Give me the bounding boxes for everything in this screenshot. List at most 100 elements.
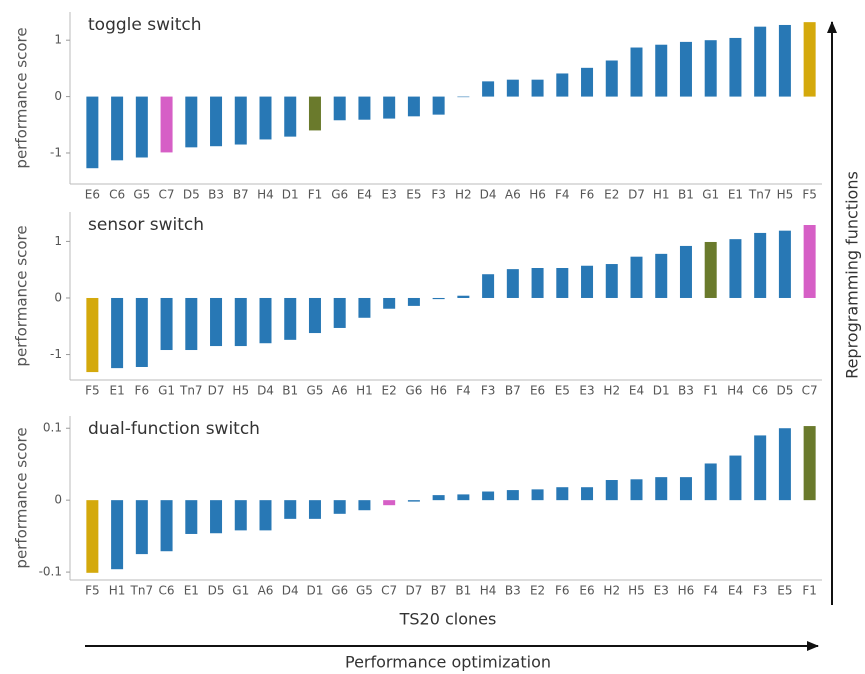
x-tick-label: E1 <box>184 584 199 598</box>
bar <box>457 96 470 98</box>
bar <box>704 463 717 501</box>
x-tick-label: H6 <box>678 584 695 598</box>
bar <box>432 297 445 300</box>
y-tick-label: 0.1 <box>43 421 62 435</box>
bar <box>234 500 247 531</box>
x-tick-label: H1 <box>356 384 373 398</box>
bar <box>308 96 321 131</box>
x-tick-label: E2 <box>604 188 619 202</box>
x-tick-label: B7 <box>233 188 249 202</box>
x-tick-label: G6 <box>405 384 422 398</box>
x-tick-label: D7 <box>208 384 225 398</box>
bar <box>333 500 346 514</box>
x-tick-label: E5 <box>777 584 792 598</box>
bar <box>605 60 618 97</box>
bar <box>111 500 124 570</box>
bar <box>655 477 668 501</box>
x-tick-label: Tn7 <box>748 188 772 202</box>
x-tick-label: G1 <box>702 188 719 202</box>
x-axis-label: TS20 clones <box>399 610 497 629</box>
x-tick-label: F1 <box>308 188 323 202</box>
bar <box>210 500 223 534</box>
bar <box>729 239 742 298</box>
x-tick-label: E5 <box>555 384 570 398</box>
x-tick-label: C6 <box>752 384 768 398</box>
x-tick-label: A6 <box>258 584 274 598</box>
x-tick-label: H5 <box>628 584 645 598</box>
x-tick-label: F5 <box>802 188 817 202</box>
bar <box>135 297 148 367</box>
bar <box>531 489 544 501</box>
bar <box>679 41 692 97</box>
x-tick-label: F4 <box>456 384 471 398</box>
bar <box>185 96 198 148</box>
x-tick-label: F5 <box>85 384 100 398</box>
bar <box>630 256 643 298</box>
bar <box>506 79 519 97</box>
x-tick-label: E5 <box>406 188 421 202</box>
x-tick-label: Tn7 <box>179 384 203 398</box>
y-tick-label: -1 <box>50 145 62 159</box>
bar <box>333 297 346 328</box>
bar <box>86 500 99 573</box>
x-tick-label: G6 <box>331 188 348 202</box>
bar <box>308 500 321 519</box>
y-tick-label: 1 <box>54 234 62 248</box>
bar <box>185 297 198 351</box>
x-tick-label: B7 <box>431 584 447 598</box>
x-tick-label: C6 <box>109 188 125 202</box>
x-tick-label: H4 <box>727 384 744 398</box>
x-tick-label: D4 <box>257 384 274 398</box>
x-tick-label: E3 <box>579 384 594 398</box>
bar <box>135 500 148 555</box>
x-tick-label: H4 <box>480 584 497 598</box>
bar <box>333 96 346 121</box>
bar <box>506 269 519 298</box>
x-tick-label: C7 <box>159 188 175 202</box>
x-tick-label: H2 <box>455 188 472 202</box>
x-tick-label: H6 <box>529 188 546 202</box>
x-tick-label: E4 <box>629 384 644 398</box>
x-tick-label: H2 <box>603 584 620 598</box>
bar <box>704 40 717 97</box>
x-tick-label: G1 <box>232 584 249 598</box>
x-tick-label: Tn7 <box>130 584 154 598</box>
x-tick-label: B3 <box>678 384 694 398</box>
bar <box>803 22 816 97</box>
x-tick-label: D4 <box>282 584 299 598</box>
x-tick-label: F1 <box>703 384 718 398</box>
x-tick-label: F1 <box>802 584 817 598</box>
x-tick-label: B1 <box>455 584 471 598</box>
x-tick-label: E3 <box>382 188 397 202</box>
bar <box>679 245 692 298</box>
bar <box>630 479 643 501</box>
bar <box>754 232 767 298</box>
x-tick-label: E3 <box>654 584 669 598</box>
bar <box>778 428 791 501</box>
bar <box>556 268 569 298</box>
x-tick-label: H5 <box>232 384 249 398</box>
bar <box>605 264 618 298</box>
panel-title: toggle switch <box>88 15 202 35</box>
bar <box>457 494 470 501</box>
y-axis-label: performance score <box>13 427 31 568</box>
x-tick-label: F4 <box>703 584 718 598</box>
bar <box>259 96 272 140</box>
right-arrow-label: Reprogramming functions <box>843 171 862 379</box>
bar <box>482 274 495 298</box>
x-tick-label: D1 <box>653 384 670 398</box>
bar <box>358 297 371 318</box>
bar <box>803 225 816 298</box>
bar <box>432 96 445 115</box>
x-tick-label: D5 <box>776 384 793 398</box>
x-tick-label: B1 <box>282 384 298 398</box>
bar <box>407 500 420 502</box>
x-tick-label: C6 <box>159 584 175 598</box>
x-tick-label: A6 <box>505 188 521 202</box>
bar <box>284 297 297 340</box>
bar <box>482 81 495 97</box>
bar <box>432 495 445 501</box>
x-tick-label: F4 <box>555 188 570 202</box>
bar <box>210 96 223 147</box>
